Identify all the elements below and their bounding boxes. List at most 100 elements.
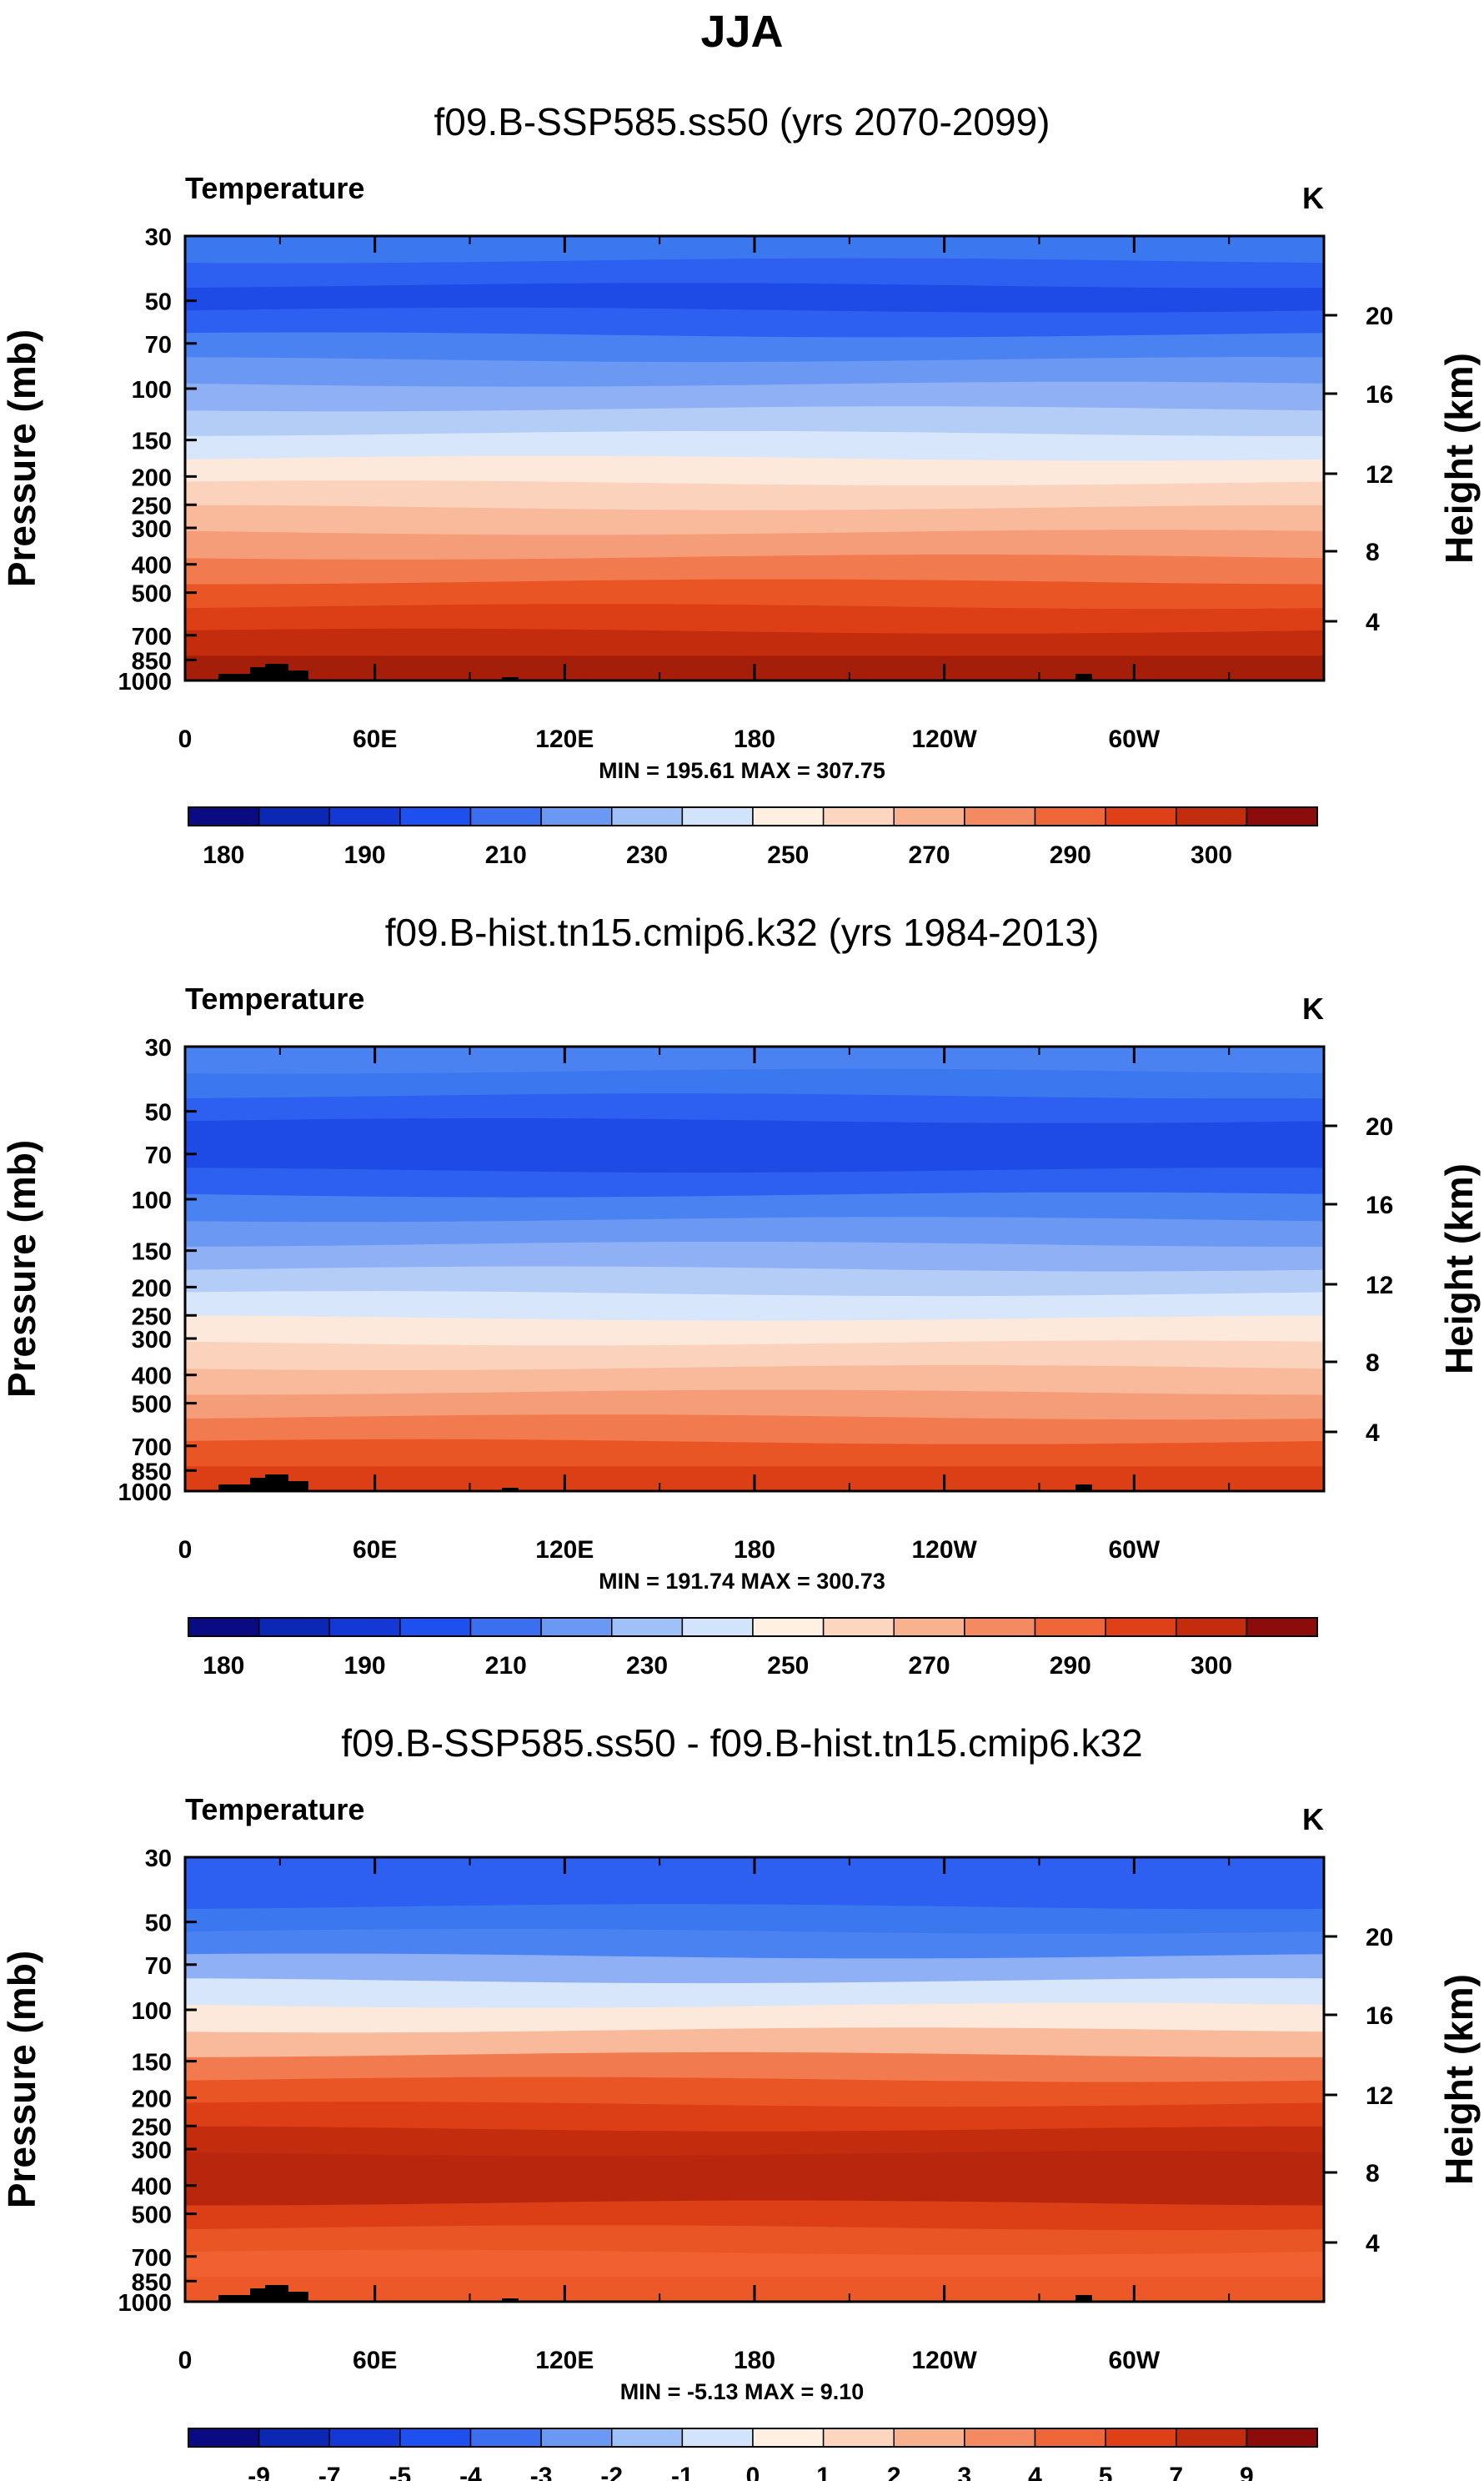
colorbar-label: 0 <box>746 2463 760 2481</box>
height-tick-label: 4 <box>1366 2230 1380 2258</box>
colorbar-label: 5 <box>1099 2463 1113 2481</box>
y-tick-label: 100 <box>132 1188 172 1214</box>
colorbar-swatch <box>1034 806 1106 826</box>
colorbar-swatch <box>1246 2428 1318 2448</box>
topography-shape <box>218 2285 308 2302</box>
colorbar-swatch <box>1105 2428 1177 2448</box>
min-max-label: MIN = 191.74 MAX = 300.73 <box>599 1569 885 1594</box>
colorbar-swatch <box>540 1617 613 1637</box>
plot-area <box>183 234 1326 682</box>
colorbar-label: 270 <box>909 841 950 869</box>
x-tick-label: 120W <box>911 2347 977 2374</box>
y-tick-label: 250 <box>132 493 172 520</box>
y-tick-label: 150 <box>132 1239 172 1266</box>
colorbar-label: -3 <box>530 2463 553 2481</box>
colorbar-swatch <box>328 806 401 826</box>
colorbar-label: 300 <box>1191 1652 1232 1680</box>
height-tick-label: 8 <box>1366 2160 1380 2187</box>
height-tick-label: 12 <box>1366 461 1393 489</box>
chart-panel-1: f09.B-SSP585.ss50 (yrs 2070-2099) Tempera… <box>0 100 1481 869</box>
colorbar-label: 190 <box>344 841 386 869</box>
colorbar-swatch <box>469 806 542 826</box>
colorbar-swatch <box>681 2428 754 2448</box>
height-tick-label: 20 <box>1366 1113 1393 1141</box>
x-tick-label: 60W <box>1108 726 1160 753</box>
y-axis-label: Pressure (mb) <box>0 329 43 587</box>
y-tick-label: 200 <box>132 465 172 491</box>
min-max-label: MIN = -5.13 MAX = 9.10 <box>620 2379 865 2404</box>
y-tick-label: 150 <box>132 2050 172 2077</box>
topography-shape <box>1075 1484 1092 1491</box>
y-tick-label: 70 <box>145 1143 172 1169</box>
colorbar-label: 4 <box>1028 2463 1042 2481</box>
y-tick-label: 250 <box>132 2114 172 2141</box>
colorbar-swatch <box>964 806 1036 826</box>
colorbar-label: 270 <box>909 1652 950 1680</box>
colorbar-label: 1 <box>816 2463 830 2481</box>
colorbar-swatch <box>188 1617 260 1637</box>
x-tick-label: 180 <box>734 1536 775 1564</box>
x-tick-label: 180 <box>734 726 775 753</box>
y-tick-label: 30 <box>145 1035 172 1062</box>
colorbar-swatch <box>188 806 260 826</box>
height-tick-label: 20 <box>1366 303 1393 330</box>
x-tick-label: 0 <box>178 726 193 753</box>
y-tick-label: 300 <box>132 1327 172 1354</box>
y-tick-label: 300 <box>132 516 172 543</box>
colorbar-swatch <box>964 1617 1036 1637</box>
colorbar-swatch <box>611 806 684 826</box>
units-label: K <box>1302 992 1324 1026</box>
colorbar-label: -1 <box>671 2463 694 2481</box>
y-tick-label: 50 <box>145 1100 172 1127</box>
y-tick-label: 400 <box>132 1364 172 1390</box>
x-tick-label: 60E <box>353 726 397 753</box>
x-tick-label: 180 <box>734 2347 775 2374</box>
x-tick-label: 0 <box>178 2347 193 2374</box>
plot-area <box>183 1856 1326 2303</box>
y-tick-label: 700 <box>132 624 172 650</box>
height-tick-label: 4 <box>1366 1419 1380 1447</box>
colorbar-swatch <box>1176 1617 1248 1637</box>
y-axis-label: Pressure (mb) <box>0 1140 43 1398</box>
height-tick-label: 20 <box>1366 1924 1393 1951</box>
colorbar-swatch <box>822 2428 895 2448</box>
colorbar-label: 290 <box>1050 1652 1091 1680</box>
topography-mask <box>218 664 1092 681</box>
y-tick-label: 30 <box>145 1846 172 1872</box>
y-tick-label: 30 <box>145 224 172 251</box>
colorbar-swatch <box>822 806 895 826</box>
height-tick-label: 12 <box>1366 1272 1393 1299</box>
y-tick-label: 850 <box>132 648 172 675</box>
y-axis-label: Pressure (mb) <box>0 1951 43 2208</box>
y-tick-label: 400 <box>132 553 172 580</box>
colorbar-swatch <box>1176 2428 1248 2448</box>
colorbar-swatch <box>752 1617 825 1637</box>
x-tick-label: 60W <box>1108 1536 1160 1564</box>
colorbar-label: -9 <box>248 2463 270 2481</box>
height-tick-label: 16 <box>1366 1192 1393 1219</box>
y-tick-label: 150 <box>132 429 172 455</box>
colorbar-swatch <box>1176 806 1248 826</box>
units-label: K <box>1302 1802 1324 1836</box>
colorbar-swatch <box>1034 1617 1106 1637</box>
x-tick-label: 120E <box>535 1536 594 1564</box>
colorbar-swatch <box>540 2428 613 2448</box>
colorbar-swatch <box>681 1617 754 1637</box>
colorbar-swatch <box>258 806 330 826</box>
colorbar-label: 7 <box>1169 2463 1183 2481</box>
colorbar-swatch <box>188 2428 260 2448</box>
y-tick-label: 300 <box>132 2137 172 2164</box>
colorbar-swatch <box>893 806 965 826</box>
colorbar-frame <box>188 1617 1318 1637</box>
plot-area <box>183 1045 1326 1493</box>
colorbar-label: 250 <box>767 1652 809 1680</box>
colorbar-label: 300 <box>1191 841 1232 869</box>
colorbar-swatch <box>893 2428 965 2448</box>
topography-shape <box>1075 2295 1092 2302</box>
x-tick-label: 120W <box>911 1536 977 1564</box>
colorbar-label: 180 <box>203 841 244 869</box>
y-tick-label: 700 <box>132 1434 172 1461</box>
colorbar-swatch <box>258 1617 330 1637</box>
panels-container: f09.B-SSP585.ss50 (yrs 2070-2099) Tempera… <box>0 100 1481 2481</box>
y-tick-label: 250 <box>132 1303 172 1330</box>
